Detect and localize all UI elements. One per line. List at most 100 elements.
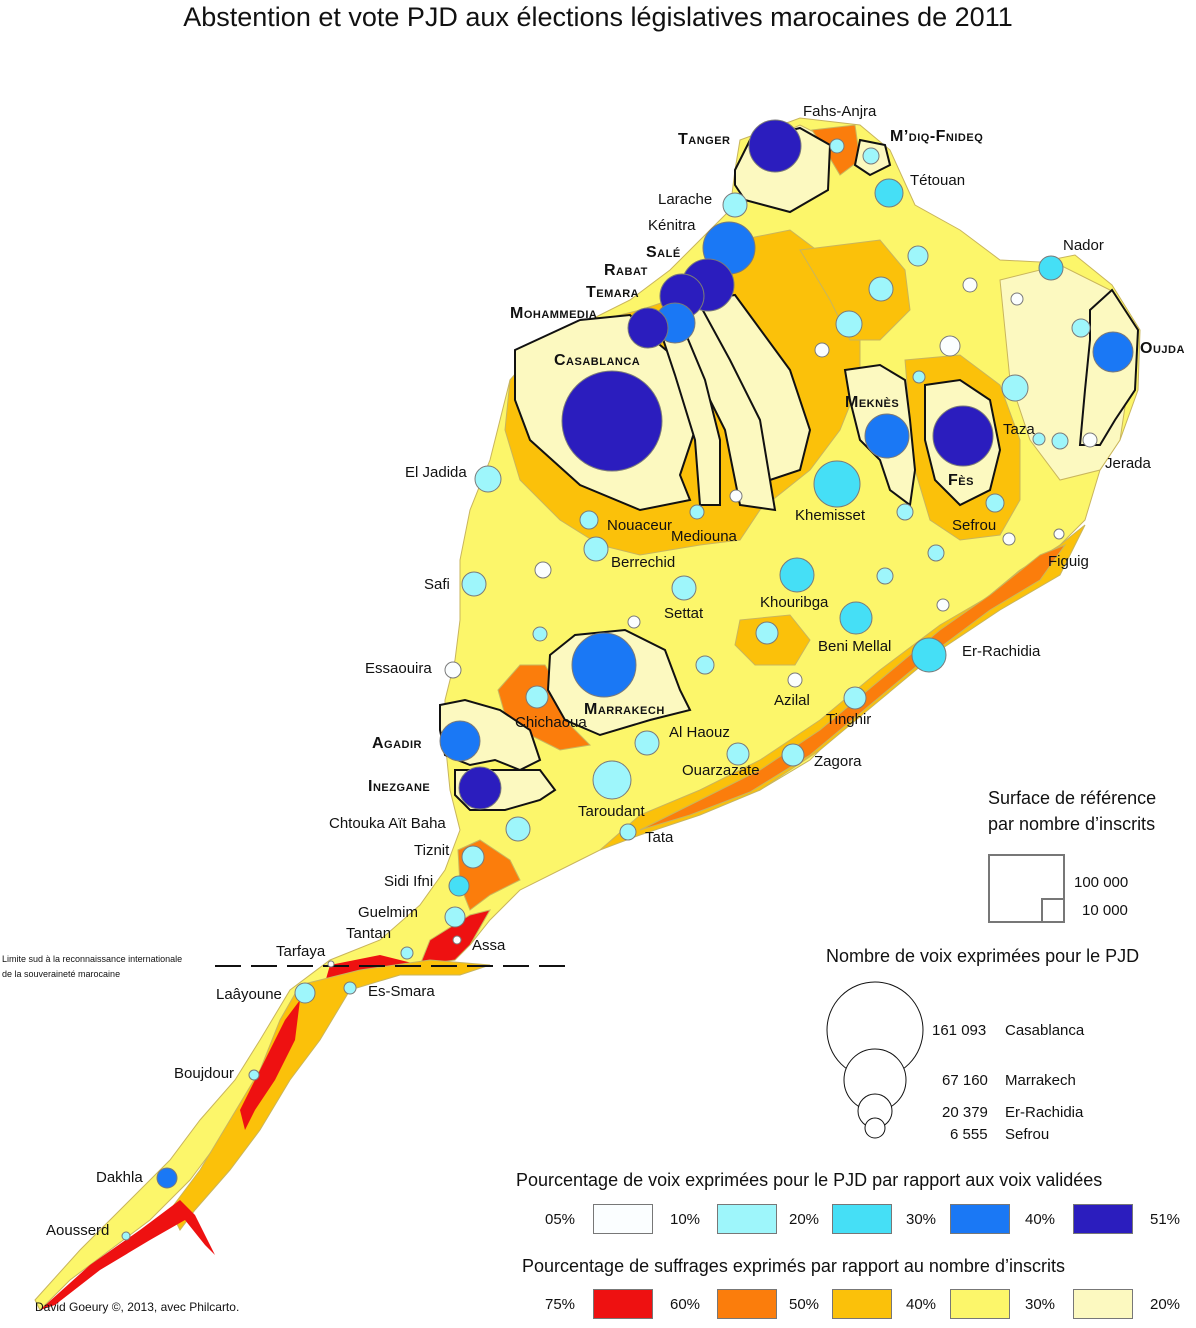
label-berrechid: Berrechid xyxy=(611,554,675,571)
circle-b8 xyxy=(936,598,950,612)
credit: David Goeury ©, 2013, avec Philcarto. xyxy=(35,1300,240,1314)
circle-a1 xyxy=(907,245,929,267)
circle-a6 xyxy=(814,342,830,358)
label-tetouan: Tétouan xyxy=(910,172,965,189)
border-note-line2: de la souveraineté marocaine xyxy=(2,969,120,979)
circle-b6 xyxy=(876,567,894,585)
legend-turnout-break-5: 30% xyxy=(1025,1296,1056,1313)
label-marrakech: Marrakech xyxy=(584,701,665,718)
label-guelmim: Guelmim xyxy=(358,904,418,921)
label-nouaceur: Nouaceur xyxy=(607,517,672,534)
circle-sidi-ifni xyxy=(448,875,470,897)
circle-khemisset xyxy=(813,460,861,508)
circle-b2 xyxy=(896,503,914,521)
circle-meknes xyxy=(864,413,910,459)
legend-pjd-break-6: 51% xyxy=(1150,1211,1181,1228)
legend-turnout-swatch-5 xyxy=(1073,1289,1133,1319)
label-laayoune: Laâyoune xyxy=(216,986,282,1003)
label-khouribga: Khouribga xyxy=(760,594,829,611)
circle-safi xyxy=(461,571,487,597)
legend-turnout-break-2: 60% xyxy=(670,1296,701,1313)
label-larache: Larache xyxy=(658,191,712,208)
circle-assa xyxy=(452,935,462,945)
legend-size-100000: 100 000 xyxy=(1074,874,1129,891)
circle-tiznit xyxy=(461,845,485,869)
label-inezgane: Inezgane xyxy=(368,778,430,795)
legend-votes-value-4: 6 555 xyxy=(950,1126,988,1143)
circle-aousserd xyxy=(121,1231,131,1241)
circle-eljadida xyxy=(474,465,502,493)
circle-nouaceur xyxy=(579,510,599,530)
legend-pjd-swatch-4 xyxy=(950,1204,1010,1234)
label-sefrou: Sefrou xyxy=(952,517,996,534)
circle-nador xyxy=(1038,255,1064,281)
circle-essaouira xyxy=(444,661,462,679)
circle-mediouna xyxy=(689,504,705,520)
label-beni-mellal: Beni Mellal xyxy=(818,638,891,655)
circle-tinghir xyxy=(843,686,867,710)
legend-pjd-swatch-1 xyxy=(593,1204,653,1234)
label-essaouira: Essaouira xyxy=(365,660,432,677)
city-labels: Tanger M’diq-Fnideq Salé Rabat Temara Mo… xyxy=(368,128,1184,795)
square-100000 xyxy=(988,854,1065,923)
label-meknes: Meknès xyxy=(845,394,899,411)
label-boujdour: Boujdour xyxy=(174,1065,234,1082)
circle-taza2 xyxy=(1051,432,1069,450)
label-tiznit: Tiznit xyxy=(414,842,450,859)
label-aousserd: Aousserd xyxy=(46,1222,109,1239)
circle-tetouan xyxy=(874,178,904,208)
legend-pjd-break-1: 05% xyxy=(545,1211,576,1228)
legend-votes-place-3: Er-Rachidia xyxy=(1005,1104,1084,1121)
circle-b3 xyxy=(1002,532,1016,546)
label-sale: Salé xyxy=(646,244,681,261)
legend-size-10000: 10 000 xyxy=(1082,902,1128,919)
pjd-circles xyxy=(121,119,1134,1241)
label-taza: Taza xyxy=(1003,421,1035,438)
legend-size-squares xyxy=(988,854,1065,923)
label-mediouna: Mediouna xyxy=(671,528,738,545)
circle-taza1 xyxy=(1032,432,1046,446)
legend-vote-circles xyxy=(826,981,924,1139)
region-south-band xyxy=(599,524,1086,851)
label-casablanca: Casablanca xyxy=(554,352,640,369)
label-chtouka: Chtouka Aït Baha xyxy=(329,815,446,832)
label-nador: Nador xyxy=(1063,237,1104,254)
legend-votes-value-3: 20 379 xyxy=(942,1104,988,1121)
circle-a2 xyxy=(962,277,978,293)
legend-pjd-swatch-3 xyxy=(832,1204,892,1234)
legend-turnout-title: Pourcentage de suffrages exprimés par ra… xyxy=(522,1256,1065,1276)
legend-pjd-title: Pourcentage de voix exprimées pour le PJ… xyxy=(516,1170,1103,1190)
legend-size-title-2: par nombre d’inscrits xyxy=(988,814,1156,834)
legend-pjd-break-5: 40% xyxy=(1025,1211,1056,1228)
region-belt-middle xyxy=(799,239,911,341)
label-tantan: Tantan xyxy=(346,925,391,942)
circle-tantan xyxy=(400,946,414,960)
circle-inezgane xyxy=(458,766,502,810)
label-rabat: Rabat xyxy=(604,262,648,279)
legend-turnout-break-3: 50% xyxy=(789,1296,820,1313)
square-10000 xyxy=(1041,898,1065,923)
label-temara: Temara xyxy=(586,284,639,301)
circle-b10 xyxy=(755,621,779,645)
circle-tarfaya xyxy=(327,960,335,968)
label-khemisset: Khemisset xyxy=(795,507,866,524)
legend-votes-value-1: 161 093 xyxy=(932,1022,987,1039)
circle-a7 xyxy=(939,335,961,357)
circle-tata xyxy=(619,823,637,841)
label-zagora: Zagora xyxy=(814,753,862,770)
label-figuig: Figuig xyxy=(1048,553,1089,570)
circle-laayoune xyxy=(294,982,316,1004)
legend-turnout-swatch-2 xyxy=(717,1289,777,1319)
legend-turnout-swatch-4 xyxy=(950,1289,1010,1319)
label-tata: Tata xyxy=(645,829,674,846)
circle-mdiq xyxy=(862,147,880,165)
label-mdiq-fnideq: M’diq-Fnideq xyxy=(890,128,983,145)
circle-boujdour xyxy=(248,1069,260,1081)
circle-a3 xyxy=(1010,292,1024,306)
circle-b7 xyxy=(534,561,552,579)
label-tanger: Tanger xyxy=(678,131,731,148)
circle-b11 xyxy=(532,626,548,642)
legend-turnout-break-1: 75% xyxy=(545,1296,576,1313)
circle-khouribga xyxy=(779,557,815,593)
